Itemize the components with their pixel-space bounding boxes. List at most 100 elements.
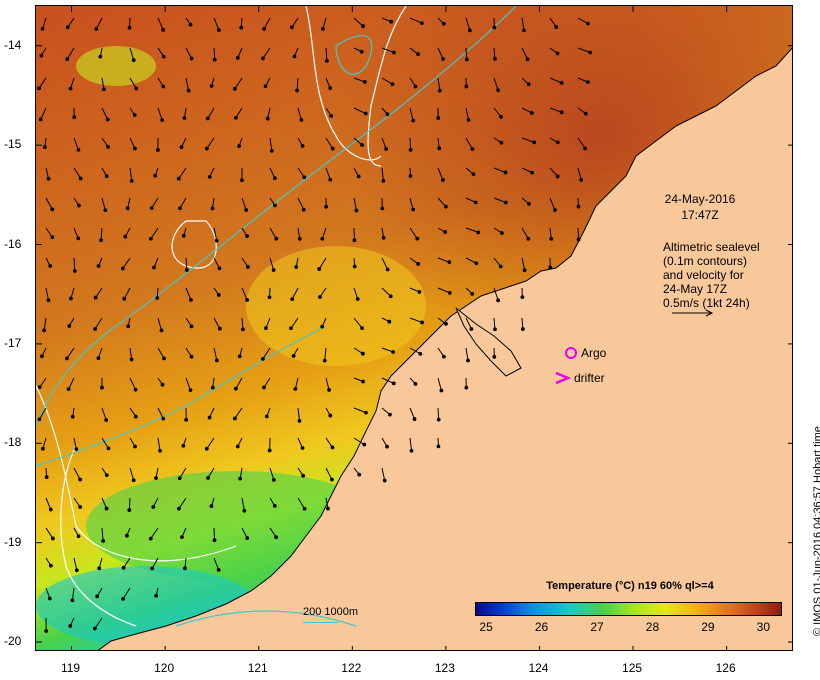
- velocity-arrowhead: [260, 56, 265, 61]
- velocity-arrowhead: [40, 26, 45, 31]
- velocity-arrows: [37, 17, 593, 633]
- velocity-arrow: [493, 167, 506, 173]
- velocity-arrowhead: [441, 57, 445, 61]
- velocity-arrowhead: [496, 298, 501, 303]
- velocity-arrowhead: [320, 324, 325, 329]
- velocity-arrow: [465, 227, 479, 233]
- velocity-arrowhead: [302, 175, 307, 180]
- velocity-arrowhead: [189, 297, 193, 302]
- velocity-arrow: [73, 467, 81, 480]
- velocity-arrowhead: [44, 629, 49, 633]
- velocity-arrowhead: [492, 354, 497, 359]
- velocity-arrowhead: [527, 201, 531, 206]
- velocity-arrow: [178, 167, 187, 179]
- velocity-arrowhead: [328, 86, 333, 90]
- velocity-arrowhead: [181, 233, 186, 238]
- velocity-arrowhead: [267, 448, 272, 453]
- velocity-arrow: [381, 167, 384, 181]
- velocity-arrowhead: [160, 118, 165, 123]
- velocity-arrowhead: [447, 291, 452, 295]
- velocity-arrowhead: [70, 598, 75, 603]
- velocity-arrow: [66, 347, 75, 359]
- velocity-arrow: [409, 17, 423, 24]
- velocity-arrowhead: [549, 236, 554, 241]
- velocity-arrowhead: [362, 79, 367, 84]
- velocity-arrowhead: [420, 320, 424, 325]
- velocity-arrowhead: [105, 117, 110, 122]
- velocity-arrow: [381, 257, 389, 270]
- velocity-arrowhead: [96, 356, 101, 361]
- velocity-arrowhead: [189, 56, 194, 61]
- velocity-arrow: [123, 287, 131, 299]
- velocity-arrow: [577, 17, 589, 25]
- velocity-arrow: [150, 227, 159, 240]
- velocity-arrow: [38, 407, 47, 420]
- velocity-arrow: [465, 257, 477, 264]
- velocity-arrowhead: [131, 58, 136, 63]
- velocity-arrowhead: [189, 354, 194, 359]
- velocity-arrow: [213, 347, 218, 361]
- velocity-arrowhead: [291, 353, 296, 358]
- velocity-arrowhead: [360, 326, 364, 331]
- velocity-arrowhead: [272, 503, 277, 508]
- velocity-arrowhead: [436, 116, 441, 120]
- velocity-arrowhead: [50, 207, 55, 212]
- velocity-arrowhead: [554, 25, 559, 29]
- velocity-arrow: [290, 317, 299, 329]
- velocity-arrowhead: [76, 147, 81, 152]
- velocity-arrow: [101, 497, 108, 509]
- velocity-arrowhead: [559, 80, 564, 85]
- velocity-arrowhead: [40, 354, 44, 359]
- bathymetry-contours: [36, 6, 517, 627]
- velocity-arrowhead: [300, 446, 305, 450]
- velocity-arrowhead: [437, 88, 442, 93]
- velocity-arrowhead: [297, 419, 302, 423]
- velocity-arrowhead: [384, 147, 389, 151]
- velocity-arrow: [324, 347, 327, 361]
- velocity-arrowhead: [72, 269, 77, 273]
- velocity-arrow: [129, 377, 137, 390]
- velocity-arrow: [45, 197, 53, 210]
- velocity-arrowhead: [499, 115, 503, 119]
- velocity-arrowhead: [207, 174, 212, 179]
- velocity-arrowhead: [466, 118, 471, 122]
- velocity-arrowhead: [159, 328, 164, 333]
- velocity-arrowhead: [444, 204, 448, 209]
- velocity-arrow: [45, 497, 52, 510]
- velocity-arrowhead: [354, 208, 359, 213]
- velocity-arrow: [437, 407, 440, 420]
- velocity-arrow: [325, 47, 328, 61]
- velocity-arrowhead: [522, 268, 527, 273]
- velocity-arrowhead: [152, 265, 156, 270]
- velocity-arrowhead: [96, 264, 101, 268]
- velocity-arrow: [122, 587, 131, 600]
- velocity-arrowhead: [126, 324, 131, 329]
- velocity-arrowhead: [529, 111, 534, 115]
- velocity-arrowhead: [239, 25, 244, 30]
- velocity-arrowhead: [74, 568, 79, 573]
- argo-marker: [565, 347, 577, 359]
- velocity-arrowhead: [583, 111, 588, 116]
- velocity-arrowhead: [526, 82, 531, 87]
- velocity-arrowhead: [47, 596, 52, 601]
- velocity-arrowhead: [583, 146, 588, 151]
- velocity-arrowhead: [233, 386, 238, 391]
- velocity-arrowhead: [416, 262, 421, 266]
- velocity-arrowhead: [419, 21, 424, 25]
- velocity-arrowhead: [134, 86, 139, 91]
- velocity-arrow: [95, 17, 103, 30]
- velocity-arrowhead: [207, 415, 212, 420]
- velocity-arrowhead: [216, 293, 221, 297]
- velocity-arrow: [129, 137, 136, 149]
- velocity-arrowhead: [161, 84, 166, 89]
- velocity-arrowhead: [212, 57, 217, 62]
- drifter-marker: [555, 371, 572, 385]
- velocity-arrowhead: [522, 28, 526, 33]
- velocity-arrowhead: [133, 414, 138, 419]
- velocity-arrowhead: [150, 566, 155, 571]
- velocity-arrow: [381, 467, 386, 481]
- velocity-arrowhead: [214, 238, 219, 243]
- velocity-arrowhead: [93, 295, 98, 300]
- velocity-arrowhead: [470, 292, 475, 296]
- velocity-arrow: [213, 557, 220, 571]
